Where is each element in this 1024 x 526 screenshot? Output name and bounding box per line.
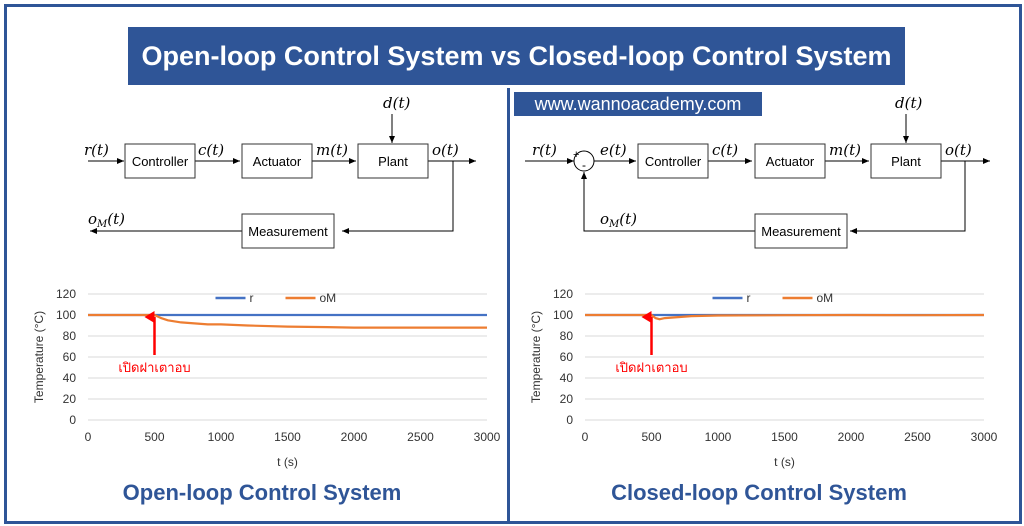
svg-text:Measurement: Measurement <box>248 224 328 239</box>
annotation-label: เปิดฝาเตาอบ <box>118 361 190 376</box>
closed-loop-chart: 0 20 40 60 80 100 120 0 500 1000 1500 2000 2500 3000 t… <box>529 287 998 469</box>
closed-signal-o: o(t) <box>945 141 972 159</box>
y-tick-label: 100 <box>56 308 76 322</box>
closed-signal-e: e(t) <box>600 141 627 159</box>
x-axis-title: t (s) <box>277 455 298 469</box>
open-loop-diagram: Controller Actuator Plant Measurement r(… <box>84 94 476 249</box>
panel-divider <box>507 88 510 522</box>
svg-text:Controller: Controller <box>645 154 702 169</box>
y-tick-label: 60 <box>560 350 574 364</box>
closed-loop-caption: Closed-loop Control System <box>611 480 907 505</box>
x-tick-label: 3000 <box>474 430 501 444</box>
closed-signal-om: oM(t) <box>600 210 637 230</box>
svg-text:Measurement: Measurement <box>761 224 841 239</box>
legend-label-r: r <box>250 291 254 305</box>
y-tick-label: 120 <box>56 287 76 301</box>
open-signal-o: o(t) <box>432 141 459 159</box>
x-axis-title: t (s) <box>774 455 795 469</box>
x-tick-label: 2000 <box>838 430 865 444</box>
y-axis-title: Temperature (°C) <box>529 311 543 403</box>
x-tick-label: 0 <box>582 430 589 444</box>
closed-measurement-block: Measurement <box>754 213 848 249</box>
annotation-label: เปิดฝาเตาอบ <box>615 361 687 376</box>
open-signal-m: m(t) <box>316 141 348 159</box>
open-signal-c: c(t) <box>198 141 224 159</box>
x-tick-label: 1000 <box>705 430 732 444</box>
x-tick-label: 1000 <box>208 430 235 444</box>
closed-actuator-block: Actuator <box>754 143 826 179</box>
legend-label-r: r <box>747 291 751 305</box>
series-line-oM <box>585 313 985 321</box>
y-tick-label: 80 <box>560 329 574 343</box>
y-tick-label: 40 <box>63 371 77 385</box>
open-measurement-block: Measurement <box>241 213 335 249</box>
open-plant-block: Plant <box>357 143 429 179</box>
x-tick-label: 2500 <box>904 430 931 444</box>
summing-minus: - <box>582 158 586 172</box>
closed-signal-d: d(t) <box>895 94 922 112</box>
closed-signal-r: r(t) <box>532 141 557 159</box>
open-actuator-block: Actuator <box>241 143 313 179</box>
legend-label-oM: oM <box>817 291 834 305</box>
y-tick-label: 0 <box>566 413 573 427</box>
y-tick-label: 40 <box>560 371 574 385</box>
x-tick-label: 1500 <box>771 430 798 444</box>
legend-label-oM: oM <box>320 291 337 305</box>
closed-plant-block: Plant <box>870 143 942 179</box>
open-loop-chart: 0 20 40 60 80 100 120 0 500 1000 1500 2000 2500 3000 t… <box>32 287 501 469</box>
y-tick-label: 0 <box>69 413 76 427</box>
svg-text:Controller: Controller <box>132 154 189 169</box>
y-tick-label: 60 <box>63 350 77 364</box>
page-title: Open-loop Control System vs Closed-loop … <box>128 27 905 85</box>
x-tick-label: 2500 <box>407 430 434 444</box>
closed-signal-m: m(t) <box>829 141 861 159</box>
x-tick-label: 500 <box>144 430 164 444</box>
open-signal-om: oM(t) <box>88 210 125 230</box>
open-loop-caption: Open-loop Control System <box>122 480 402 505</box>
x-tick-label: 1500 <box>274 430 301 444</box>
svg-text:Actuator: Actuator <box>766 154 815 169</box>
x-tick-label: 3000 <box>971 430 998 444</box>
y-axis-title: Temperature (°C) <box>32 311 46 403</box>
x-tick-label: 500 <box>641 430 661 444</box>
y-tick-label: 100 <box>553 308 573 322</box>
y-tick-label: 20 <box>63 392 77 406</box>
series-line-oM <box>88 313 487 329</box>
x-tick-label: 2000 <box>341 430 368 444</box>
summing-plus: + <box>573 149 579 161</box>
open-controller-block: Controller <box>124 143 196 179</box>
website-badge: www.wannoacademy.com <box>514 92 762 116</box>
outer-frame <box>4 4 1022 524</box>
svg-text:Plant: Plant <box>378 154 408 169</box>
x-tick-label: 0 <box>85 430 92 444</box>
y-tick-label: 80 <box>63 329 77 343</box>
closed-signal-c: c(t) <box>712 141 738 159</box>
svg-text:Plant: Plant <box>891 154 921 169</box>
closed-loop-diagram: + - Controller Actuator Plant Measuremen… <box>525 94 990 249</box>
open-signal-d: d(t) <box>383 94 410 112</box>
svg-text:Actuator: Actuator <box>253 154 302 169</box>
y-tick-label: 20 <box>560 392 574 406</box>
closed-controller-block: Controller <box>637 143 709 179</box>
y-tick-label: 120 <box>553 287 573 301</box>
open-signal-r: r(t) <box>84 141 109 159</box>
